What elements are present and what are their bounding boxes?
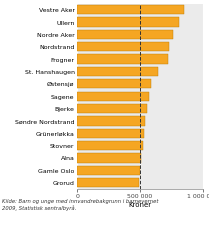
Bar [77,104,147,114]
Bar [77,18,179,27]
Bar [77,178,139,187]
Bar [77,68,158,77]
Bar [77,80,151,89]
Bar [77,117,145,126]
Bar [77,43,169,52]
Bar [77,166,140,175]
Text: Kilde: Barn og unge med innvandrebakgrunn i barnevernet
2009, Statistisk sentral: Kilde: Barn og unge med innvandrebakgrun… [2,198,158,210]
Bar [77,92,149,101]
Bar [77,154,141,163]
X-axis label: Kroner: Kroner [129,201,152,207]
Bar [77,141,143,151]
Bar [77,55,168,64]
Bar [77,31,173,40]
Bar [77,6,184,15]
Bar [77,129,144,138]
